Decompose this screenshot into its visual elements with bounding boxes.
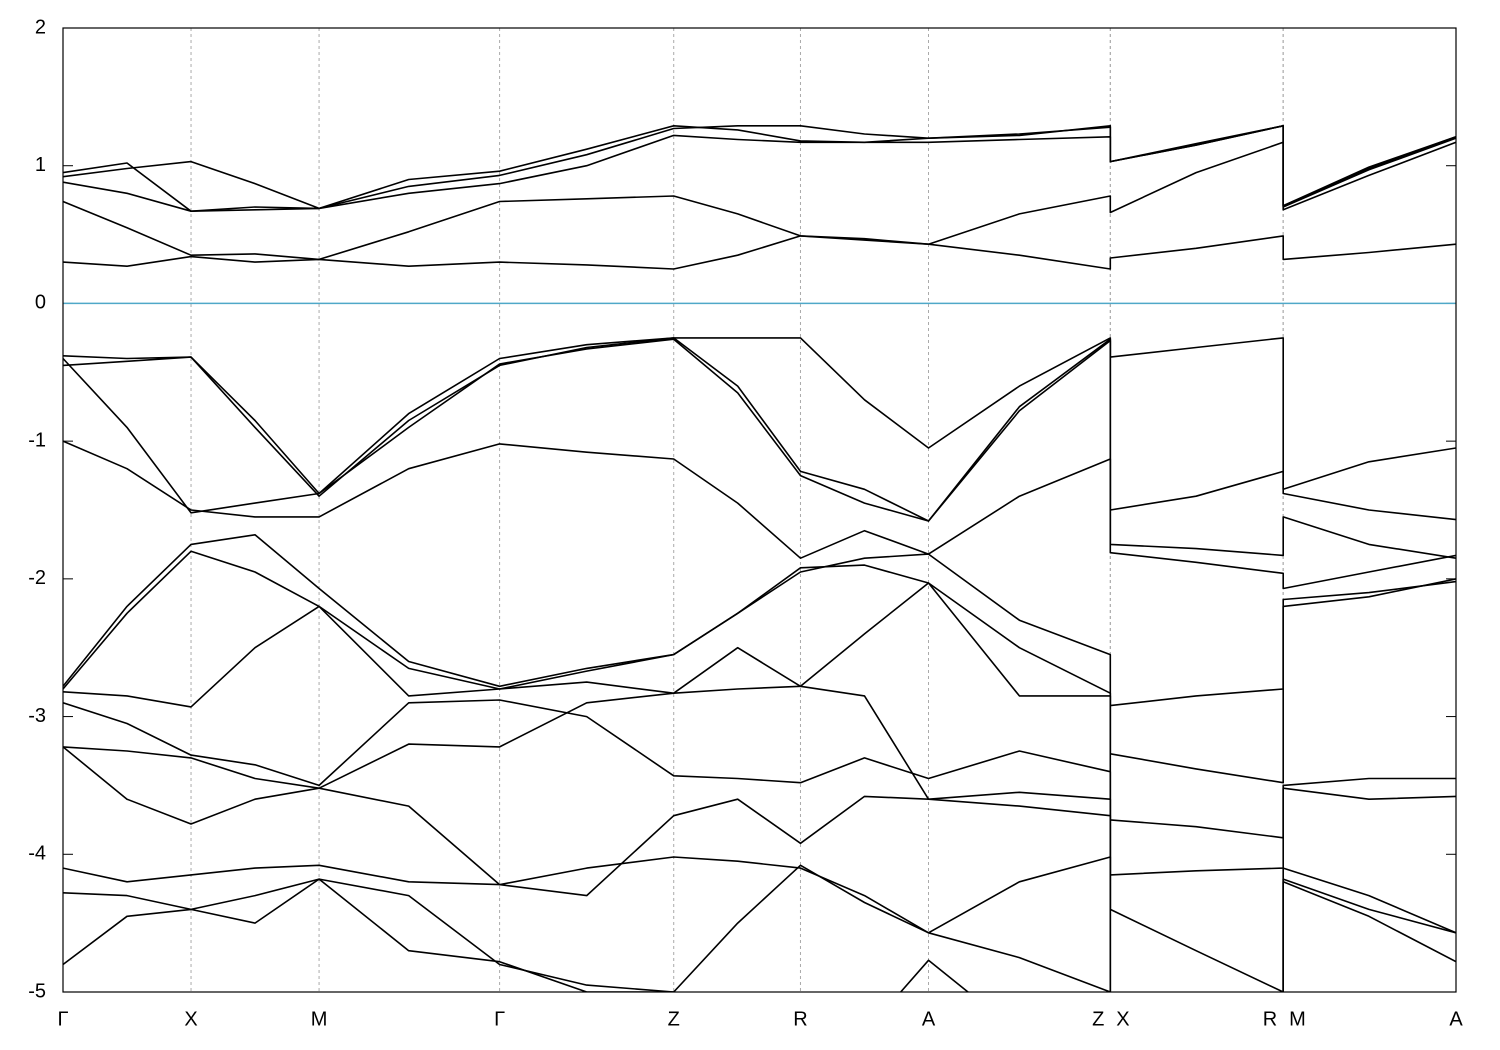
- band-line: [63, 864, 1112, 992]
- x-tick-label: X: [184, 1008, 197, 1030]
- x-tick-label: A: [922, 1008, 936, 1030]
- x-tick-label: M: [1289, 1008, 1306, 1030]
- x-tick-label: Z: [1092, 1008, 1104, 1030]
- x-tick-label: M: [311, 1008, 328, 1030]
- band-line: [63, 440, 1456, 590]
- band-line: [63, 646, 1456, 992]
- y-tick-label: 0: [35, 292, 46, 314]
- band-line: [63, 699, 1456, 876]
- y-tick-label: -5: [28, 980, 46, 1002]
- y-tick-label: -1: [28, 429, 46, 451]
- band-line: [63, 337, 1456, 495]
- band-line: [63, 337, 1456, 522]
- band-line: [63, 141, 1456, 261]
- band-line: [63, 746, 1456, 992]
- y-tick-label: 1: [35, 154, 46, 176]
- band-line: [63, 338, 1456, 559]
- y-tick-label: -3: [28, 705, 46, 727]
- x-tick-label: Γ: [57, 1008, 68, 1030]
- x-tick-label: X: [1116, 1008, 1129, 1030]
- x-tick-label: Z: [668, 1008, 680, 1030]
- band-line: [63, 795, 1456, 992]
- plot-frame: [62, 27, 1457, 993]
- band-line: [63, 878, 970, 992]
- y-tick-label: -2: [28, 567, 46, 589]
- y-tick-label: 2: [35, 16, 46, 38]
- bands: [63, 125, 1456, 992]
- x-tick-label: A: [1449, 1008, 1463, 1030]
- band-line: [63, 125, 1456, 212]
- x-tick-label: Γ: [494, 1008, 505, 1030]
- y-tick-label: -4: [28, 843, 46, 865]
- x-tick-label: R: [1263, 1008, 1277, 1030]
- band-line: [63, 550, 1456, 784]
- band-line: [63, 534, 1456, 707]
- x-tick-label: R: [793, 1008, 807, 1030]
